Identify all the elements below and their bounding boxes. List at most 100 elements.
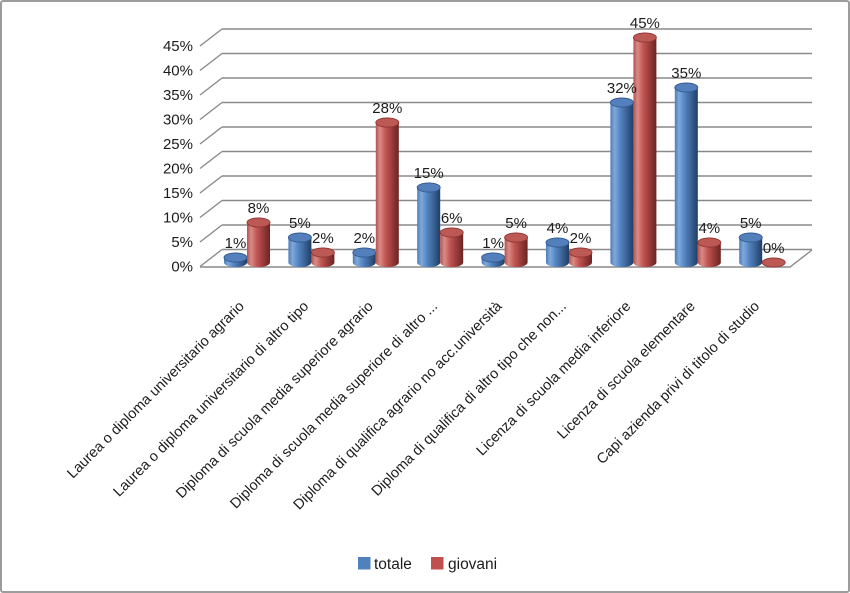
legend-item-giovani[interactable]: giovani <box>431 556 497 573</box>
cylinder-top <box>632 32 657 43</box>
bar-totale-1[interactable] <box>287 232 312 268</box>
data-label-totale-7: 35% <box>671 65 701 82</box>
legend-label-totale: totale <box>374 556 412 573</box>
cylinder-body <box>674 87 698 263</box>
cylinder-top <box>545 237 570 248</box>
y-axis-label-15%: 15% <box>163 185 193 202</box>
bar-giovani-0[interactable] <box>246 217 271 268</box>
cylinder-body <box>417 187 441 263</box>
legend-label-giovani: giovani <box>448 556 497 573</box>
data-label-totale-6: 32% <box>607 80 637 97</box>
cylinder-top <box>761 257 786 268</box>
bars <box>223 32 786 268</box>
cylinder-top <box>223 252 248 263</box>
bar-totale-5[interactable] <box>545 237 570 268</box>
cylinder-body <box>610 102 634 263</box>
cylinder-body <box>504 237 528 263</box>
y-axis-label-0%: 0% <box>171 259 193 276</box>
gridline-tick-30% <box>199 101 223 121</box>
data-label-giovani-8: 0% <box>763 240 785 257</box>
cylinder-body <box>697 242 721 263</box>
cylinder-top <box>738 232 763 243</box>
bar-totale-0[interactable] <box>223 252 248 268</box>
legend: totale giovani <box>358 556 497 573</box>
bar-giovani-8[interactable] <box>761 257 786 268</box>
bar-giovani-2[interactable] <box>375 117 400 268</box>
cylinder-top <box>416 182 441 193</box>
y-axis-label-10%: 10% <box>163 210 193 227</box>
floor-edge <box>200 249 813 268</box>
cylinder-body <box>288 237 312 263</box>
data-label-giovani-2: 28% <box>372 100 402 117</box>
legend-swatch-giovani <box>431 557 444 570</box>
legend-item-totale[interactable]: totale <box>358 556 412 573</box>
y-axis-labels: 0% 5% 10% 15% 20% 25% 30% 35% 40% 45% <box>163 38 193 276</box>
data-label-giovani-4: 5% <box>505 215 527 232</box>
data-label-giovani-1: 2% <box>312 230 334 247</box>
cylinder-top <box>246 217 271 228</box>
data-label-giovani-0: 8% <box>248 200 270 217</box>
y-axis-label-5%: 5% <box>171 234 193 251</box>
cylinder-body <box>546 242 569 263</box>
cylinder-top <box>310 247 335 258</box>
gridline-tick-0% <box>199 248 223 268</box>
gridline-tick-10% <box>199 199 223 219</box>
bar-totale-2[interactable] <box>352 247 377 268</box>
legend-swatch-totale <box>358 557 371 570</box>
bar-giovani-3[interactable] <box>439 227 464 268</box>
cylinder-top <box>439 227 464 238</box>
bar-totale-6[interactable] <box>609 97 634 268</box>
y-axis-label-30%: 30% <box>163 112 193 129</box>
bar-totale-8[interactable] <box>738 232 763 268</box>
category-labels: Laurea o diploma universitario agrarioLa… <box>64 298 763 513</box>
cylinder-top <box>697 237 722 248</box>
data-label-giovani-7: 4% <box>698 220 720 237</box>
gridlines <box>199 28 813 268</box>
data-label-totale-5: 4% <box>547 220 569 237</box>
y-axis-label-20%: 20% <box>163 161 193 178</box>
cylinder-body <box>440 232 464 263</box>
data-label-totale-1: 5% <box>289 215 311 232</box>
data-label-totale-0: 1% <box>225 235 247 252</box>
bar-totale-4[interactable] <box>481 252 506 268</box>
data-label-totale-2: 2% <box>353 230 375 247</box>
cylinder-top <box>287 232 312 243</box>
bar-giovani-1[interactable] <box>310 247 335 268</box>
bar-giovani-5[interactable] <box>568 247 593 268</box>
gridline-tick-45% <box>199 28 223 47</box>
bar-giovani-4[interactable] <box>504 232 529 268</box>
cylinder-body <box>247 222 270 263</box>
y-axis-label-35%: 35% <box>163 87 193 104</box>
bar-totale-3[interactable] <box>416 182 441 268</box>
cylinder-body <box>739 237 763 263</box>
gridline-tick-35% <box>199 77 223 96</box>
cylinder-body <box>633 37 657 263</box>
y-axis-label-40%: 40% <box>163 63 193 80</box>
data-labels: 1%5%2%15%1%4%32%35%5%8%2%28%6% 5%2%45%4%0… <box>225 15 785 257</box>
data-label-totale-4: 1% <box>482 235 504 252</box>
cylinder-top <box>609 97 634 108</box>
data-label-totale-3: 15% <box>414 165 444 182</box>
cylinder-top <box>481 252 506 263</box>
bar-totale-7[interactable] <box>674 82 699 268</box>
bar-giovani-7[interactable] <box>697 237 722 268</box>
cylinder-top <box>504 232 529 243</box>
bar-giovani-6[interactable] <box>632 32 657 268</box>
data-label-totale-8: 5% <box>740 215 762 232</box>
cylinder-body <box>375 122 399 263</box>
data-label-giovani-6: 45% <box>630 15 660 32</box>
gridline-tick-15% <box>199 175 223 194</box>
y-axis-label-25%: 25% <box>163 136 193 153</box>
gridline-tick-5% <box>199 224 223 243</box>
gridline-tick-40% <box>199 52 223 72</box>
y-axis-label-45%: 45% <box>163 38 193 55</box>
data-label-giovani-3: 6% <box>441 210 463 227</box>
cylinder-top <box>568 247 593 258</box>
data-label-giovani-5: 2% <box>570 230 592 247</box>
category-label-7: Licenza di scuola elementare <box>555 299 699 443</box>
gridline-tick-20% <box>199 150 223 170</box>
cylinder-top <box>352 247 377 258</box>
cylinder-top <box>375 117 400 128</box>
